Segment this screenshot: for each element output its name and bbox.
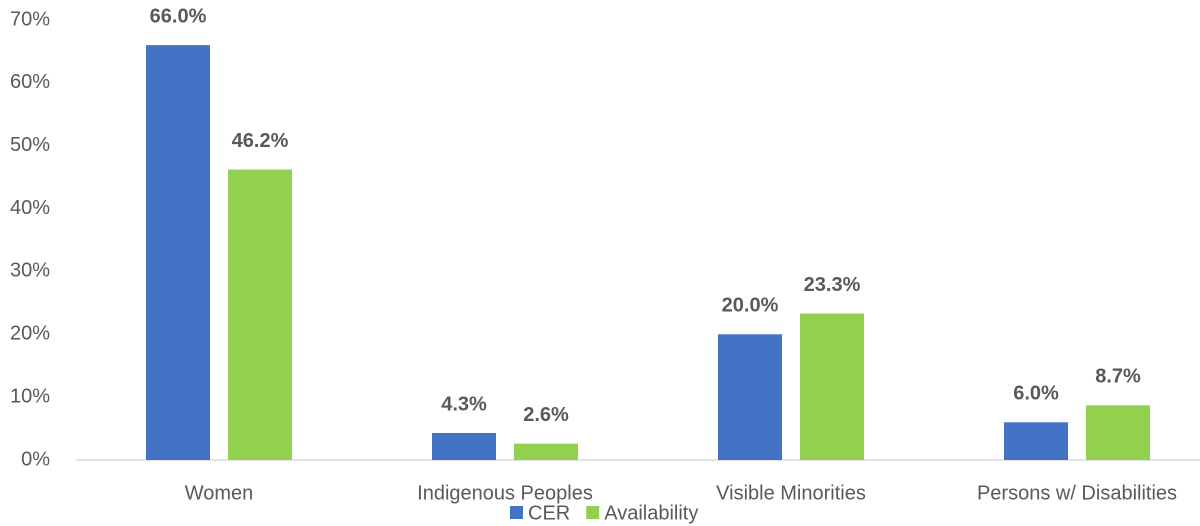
bar	[1086, 405, 1150, 460]
y-tick-label: 70%	[10, 8, 50, 30]
value-label: 66.0%	[150, 5, 207, 27]
bar	[146, 45, 210, 461]
bar	[1004, 422, 1068, 460]
bar	[228, 169, 292, 460]
x-tick-label: Indigenous Peoples	[417, 482, 593, 504]
x-tick-label: Persons w/ Disabilities	[977, 482, 1177, 504]
value-label: 8.7%	[1095, 366, 1141, 388]
value-label: 46.2%	[232, 130, 289, 152]
legend-label: Availability	[604, 502, 698, 524]
y-tick-label: 50%	[10, 134, 50, 156]
bar	[514, 443, 578, 460]
y-tick-label: 30%	[10, 260, 50, 282]
value-label: 20.0%	[722, 295, 779, 317]
value-label: 4.3%	[441, 393, 487, 415]
x-tick-label: Visible Minorities	[716, 482, 866, 504]
y-tick-label: 60%	[10, 71, 50, 93]
y-tick-label: 20%	[10, 323, 50, 345]
legend-swatch	[510, 506, 523, 519]
bar	[800, 313, 864, 460]
legend-label: CER	[528, 502, 570, 524]
bar	[718, 334, 782, 460]
legend-swatch	[586, 506, 600, 519]
bar	[432, 432, 496, 460]
y-tick-label: 0%	[21, 448, 50, 470]
value-label: 23.3%	[804, 274, 861, 296]
y-tick-label: 40%	[10, 197, 50, 219]
value-label: 2.6%	[523, 404, 569, 426]
x-tick-label: Women	[185, 482, 254, 504]
y-tick-label: 10%	[10, 385, 50, 407]
value-label: 6.0%	[1013, 383, 1059, 405]
